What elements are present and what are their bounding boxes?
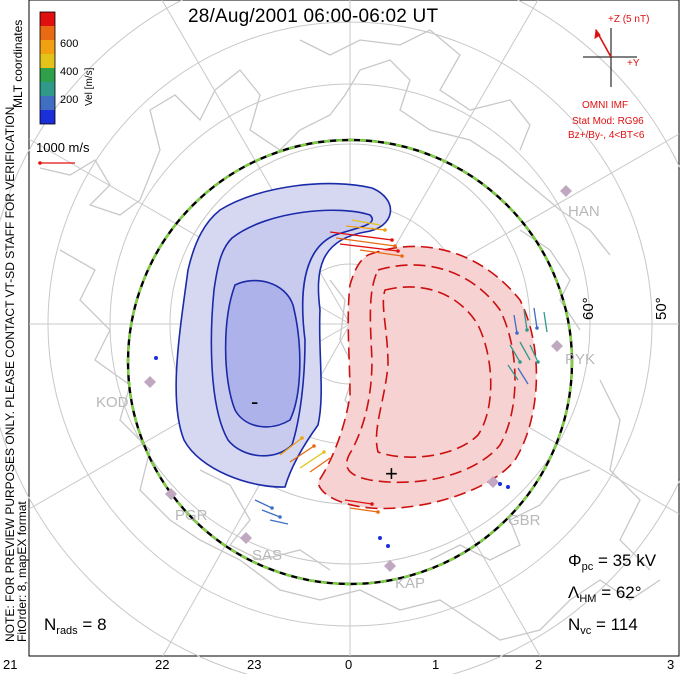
stat-lambda-sub: HM — [579, 593, 597, 605]
stat-nrads-sub: rads — [56, 625, 78, 637]
radar-site-marker — [487, 476, 499, 488]
positive-cell-inner — [345, 264, 516, 484]
mlt-label: 22 — [155, 657, 170, 672]
vector-cluster-bottom — [154, 356, 510, 548]
stat-nrads-symbol: N — [44, 615, 57, 634]
stat-n-rads: Nrads = 8 — [44, 615, 107, 637]
stat-nvc-sub: vc — [580, 625, 592, 637]
scale-vector-dot — [38, 161, 42, 165]
stat-lambda-hm: ΛHM = 62° — [568, 583, 642, 605]
radar-site-marker — [560, 185, 572, 197]
vector-cluster-right — [507, 307, 548, 385]
stat-lambda-symbol: Λ — [568, 583, 580, 602]
mlt-label: 2 — [535, 657, 543, 672]
vector-cluster-top — [329, 219, 404, 258]
mlt-label: 21 — [3, 657, 18, 672]
coordinate-system-label: MLT coordinates — [11, 20, 25, 108]
radar-label: PYK — [565, 351, 595, 368]
imf-y-label: +Y — [627, 58, 640, 69]
negative-cell-core — [224, 279, 301, 428]
positive-cell-core — [375, 286, 492, 458]
stat-phi-value: = 35 kV — [597, 551, 657, 570]
imf-condition: Bz+/By-, 4<BT<6 — [568, 130, 645, 141]
latitude-label-50: 50° — [653, 297, 670, 320]
fit-order-note: FitOrder: 8, mapEX format — [15, 501, 29, 642]
negative-potential-cell — [175, 182, 392, 488]
radar-label: PGR — [175, 507, 208, 524]
imf-clock-dial — [583, 28, 637, 87]
radar-label: GBR — [508, 512, 541, 529]
radar-site-marker — [384, 560, 396, 572]
stat-nvc-value: = 114 — [596, 615, 638, 634]
stat-lambda-value: = 62° — [601, 583, 642, 602]
radar-label: KOD — [96, 394, 129, 411]
stat-nvc-symbol: N — [568, 615, 581, 634]
map-title: 28/Aug/2001 06:00-06:02 UT — [188, 6, 439, 27]
colorbar-tick-400: 400 — [60, 66, 78, 78]
mlt-label: 23 — [247, 657, 262, 672]
positive-potential-cell — [317, 245, 538, 510]
stat-n-vc: Nvc = 114 — [568, 615, 638, 637]
heppner-maynard-boundary — [126, 138, 574, 586]
radar-site-marker — [144, 376, 156, 388]
imf-model: Stat Mod: RG96 — [572, 116, 644, 127]
mlt-label: 0 — [345, 657, 353, 672]
mlt-label: 1 — [432, 657, 440, 672]
stat-phi-pc: Φpc = 35 kV — [568, 551, 656, 573]
colorbar-unit: Vel [m/s] — [84, 67, 95, 106]
colorbar-tick-600: 600 — [60, 38, 78, 50]
mlt-label: 3 — [667, 657, 675, 672]
imf-z-label: +Z (5 nT) — [608, 14, 649, 25]
radar-site-marker — [551, 340, 563, 352]
positive-cell-marker: + — [385, 461, 398, 486]
negative-cell-marker: - — [251, 389, 258, 414]
radar-sites — [144, 185, 572, 572]
stat-phi-sub: pc — [581, 561, 594, 573]
radar-labels: HAN PYK KOD PGR SAS KAP GBR — [96, 203, 600, 592]
latitude-label-60: 60° — [580, 297, 597, 320]
scale-vector-label: 1000 m/s — [36, 140, 90, 155]
velocity-colorbar — [39, 11, 56, 125]
radar-site-marker — [165, 488, 177, 500]
stat-phi-symbol: Φ — [568, 551, 582, 570]
velocity-vectors — [154, 219, 548, 548]
imf-source: OMNI IMF — [582, 100, 628, 111]
colorbar-tick-200: 200 — [60, 94, 78, 106]
radar-label: HAN — [568, 203, 600, 220]
radar-label: SAS — [252, 547, 282, 564]
radar-label: KAP — [395, 575, 425, 592]
stat-nrads-value: = 8 — [82, 615, 107, 634]
radar-site-marker — [240, 532, 252, 544]
preview-note: NOTE: FOR PREVIEW PURPOSES ONLY. PLEASE … — [3, 103, 17, 642]
